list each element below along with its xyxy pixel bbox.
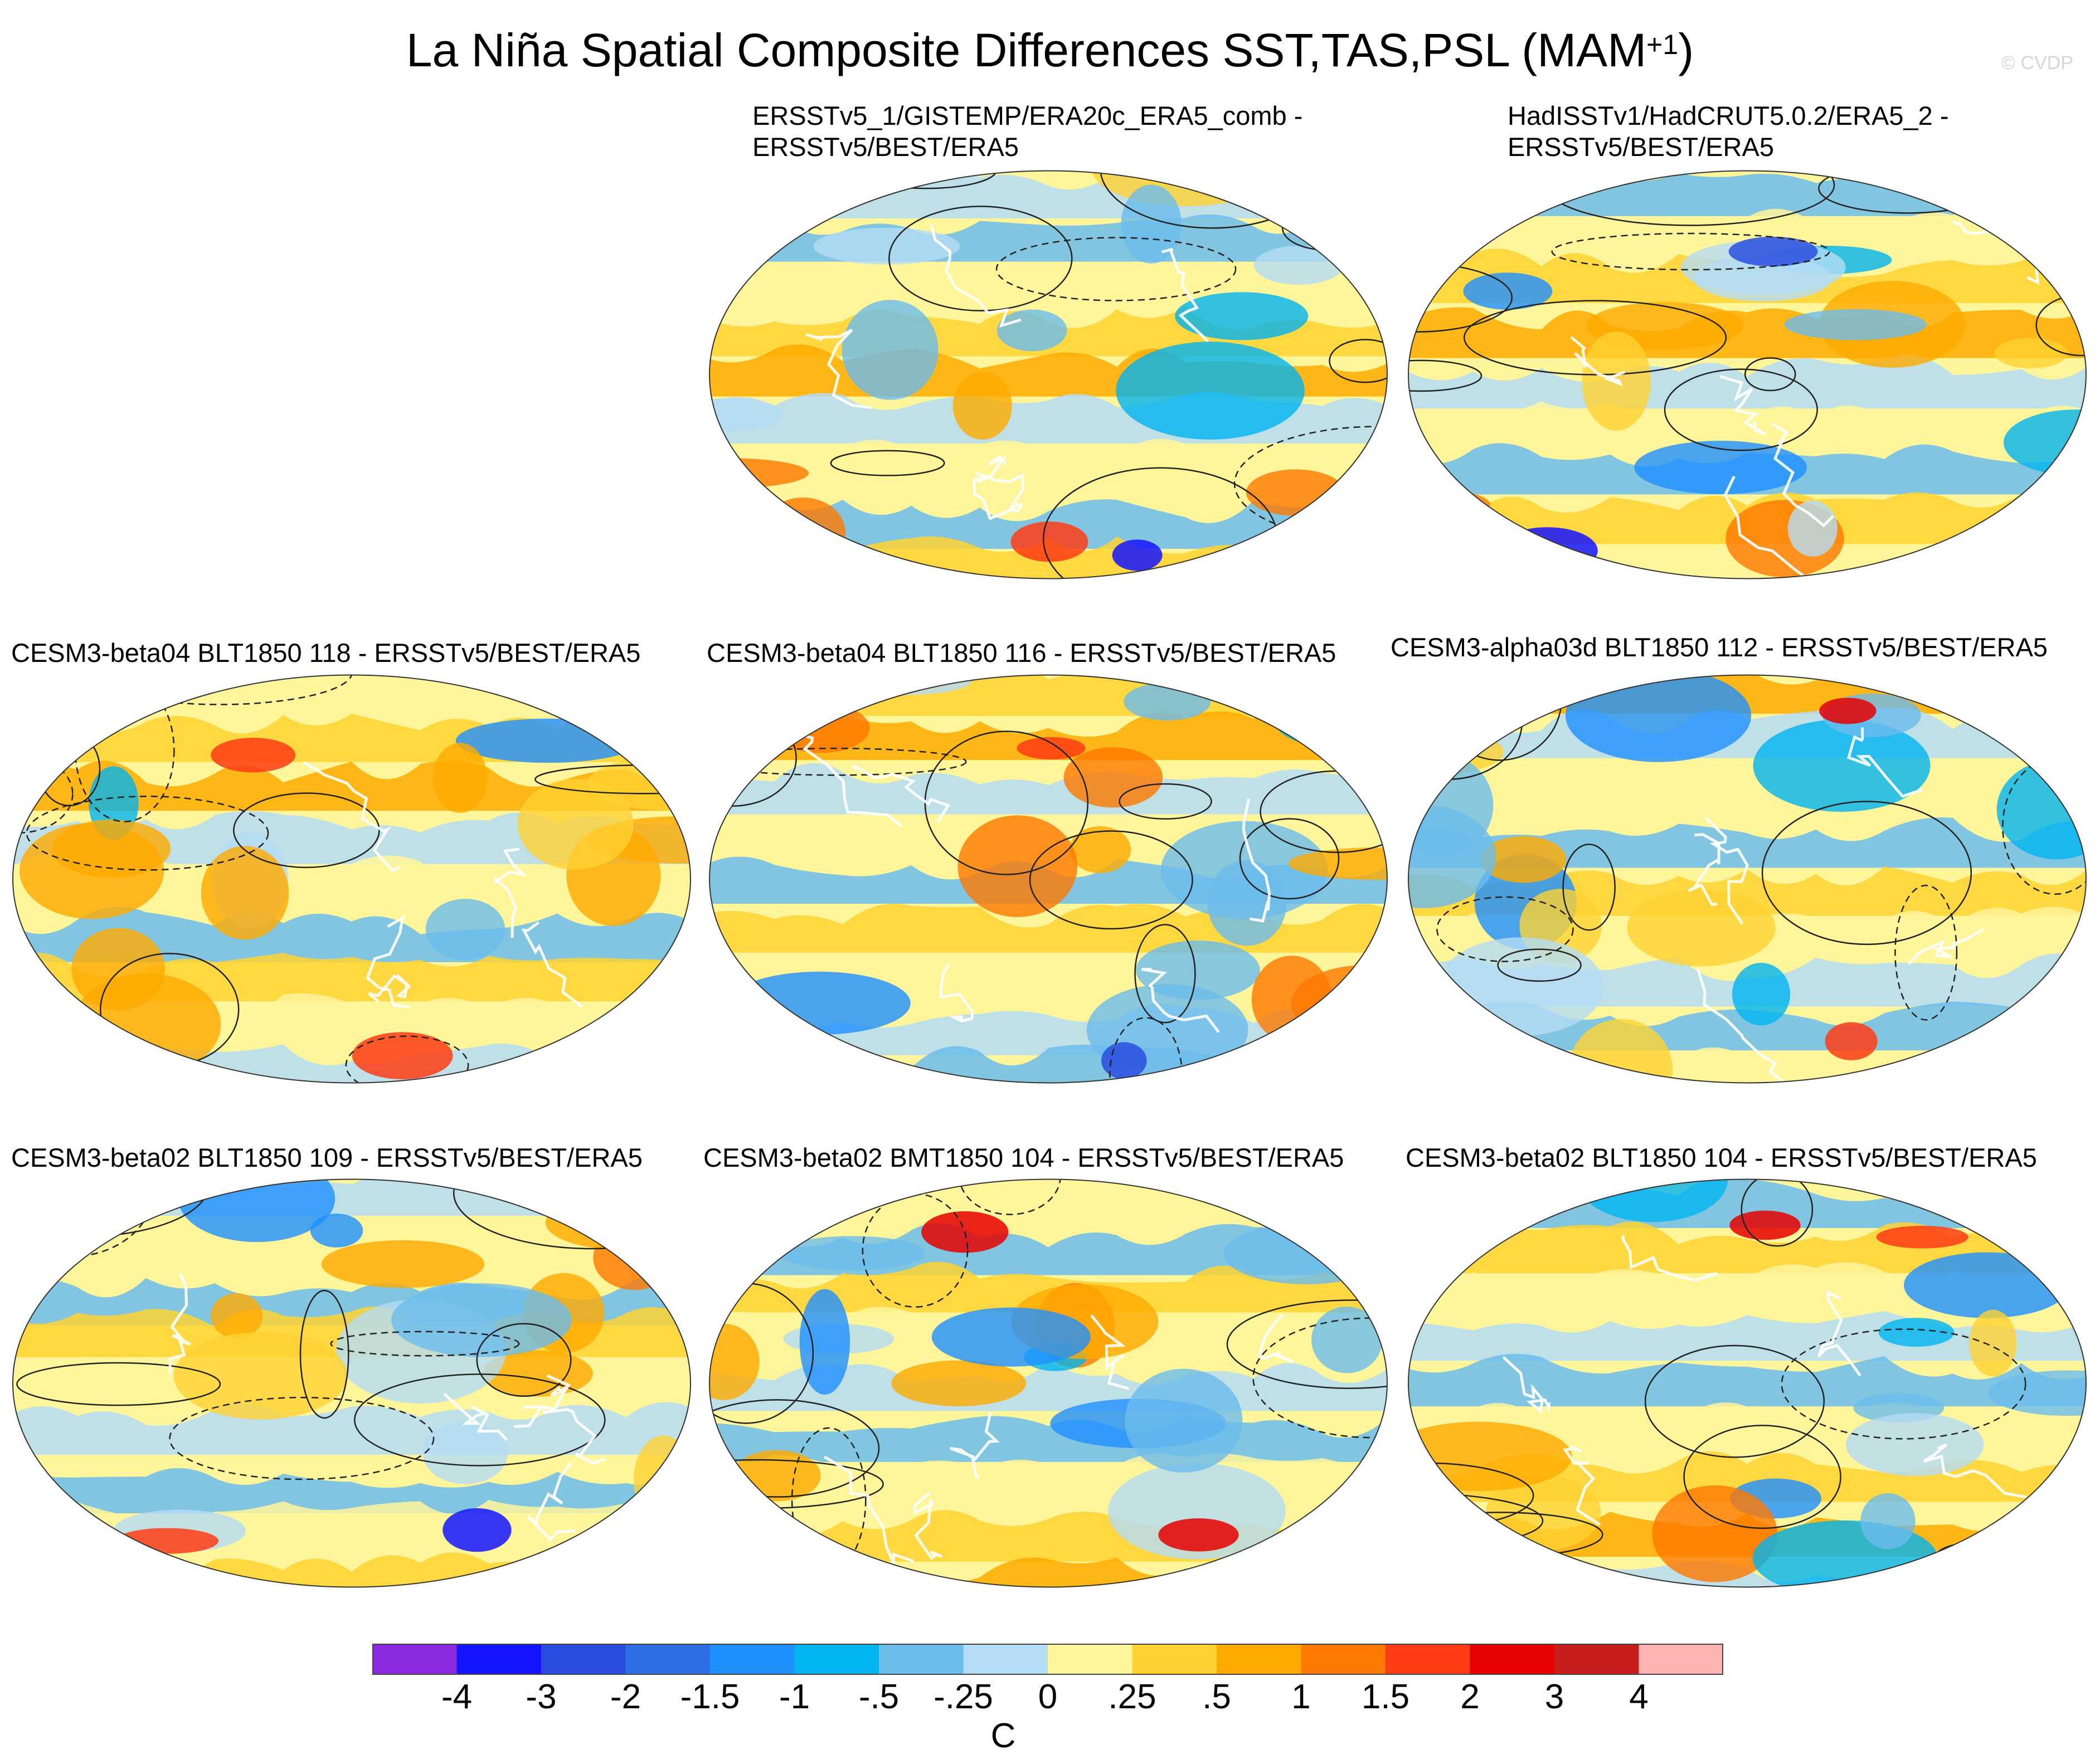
figure-title: La Niña Spatial Composite Differences SS… [406,24,1694,76]
map-panel-1 [709,170,1388,579]
colorbar-tick-label: -2 [610,1678,641,1716]
colorbar-box [372,1644,457,1675]
colorbar-unit-label: C [990,1717,1016,1755]
colorbar-tick-label: -.5 [858,1678,900,1716]
colorbar-box [1470,1644,1554,1675]
map-panel-5 [1408,674,2087,1084]
colorbar-tick-label: -4 [441,1678,473,1716]
colorbar-box [456,1644,541,1675]
colorbar-box [794,1644,879,1675]
map-panel-7 [709,1178,1388,1588]
copyright-text: © CVDP [2001,52,2073,74]
colorbar-tick-label: -.25 [934,1678,993,1716]
colorbar-tick-label: 1 [1291,1678,1311,1716]
panel-3-title: CESM3-beta04 BLT1850 118 - ERSSTv5/BEST/… [11,638,641,667]
panel-8-title: CESM3-beta02 BLT1850 104 - ERSSTv5/BEST/… [1406,1143,2037,1172]
map-panel-6 [12,1178,691,1588]
colorbar [372,1644,1723,1675]
colorbar-tick-label: .5 [1202,1678,1231,1716]
colorbar-tick-label: -3 [526,1678,557,1716]
panel-6-title: CESM3-beta02 BLT1850 109 - ERSSTv5/BEST/… [11,1143,643,1172]
panel-1-title: ERSSTv5_1/GISTEMP/ERA20c_ERA5_comb - ERSS… [752,101,1303,162]
map-panel-8 [1408,1178,2087,1588]
colorbar-tick-label: 3 [1544,1678,1564,1716]
colorbar-box [1217,1644,1301,1675]
colorbar-box [541,1644,626,1675]
colorbar-tick-label: .25 [1108,1678,1156,1716]
colorbar-box [1301,1644,1386,1675]
map-panel-4 [709,674,1388,1084]
colorbar-box [1554,1644,1639,1675]
colorbar-tick-label: 4 [1629,1678,1649,1716]
colorbar-box [625,1644,710,1675]
map-panel-2 [1408,170,2087,579]
colorbar-box [879,1644,964,1675]
colorbar-box [1386,1644,1470,1675]
map-panel-3 [12,674,691,1084]
colorbar-tick-label: -1 [779,1678,810,1716]
panel-4-title: CESM3-beta04 BLT1850 116 - ERSSTv5/BEST/… [707,638,1336,667]
colorbar-tick-label: 0 [1038,1678,1058,1716]
colorbar-box [963,1644,1048,1675]
colorbar-tick-label: -1.5 [680,1678,740,1716]
colorbar-box [1639,1644,1723,1675]
colorbar-box [1132,1644,1217,1675]
colorbar-tick-label: 2 [1460,1678,1480,1716]
colorbar-box [710,1644,795,1675]
panel-5-title: CESM3-alpha03d BLT1850 112 - ERSSTv5/BES… [1391,632,2048,662]
panel-7-title: CESM3-beta02 BMT1850 104 - ERSSTv5/BEST/… [703,1143,1344,1172]
colorbar-tick-label: 1.5 [1361,1678,1410,1716]
panel-2-title: HadISSTv1/HadCRUT5.0.2/ERA5_2 - ERSSTv5/B… [1508,101,1949,162]
colorbar-box [1048,1644,1132,1675]
